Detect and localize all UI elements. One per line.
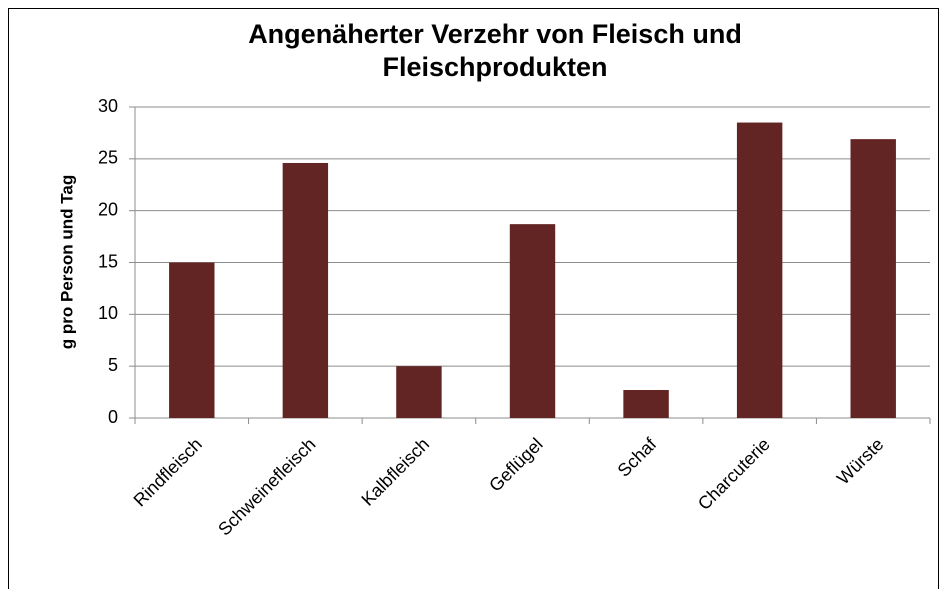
- chart-title: Angenäherter Verzehr von Fleisch und Fle…: [248, 19, 742, 82]
- x-tick-label: Kalbfleisch: [357, 434, 433, 510]
- chart-frame: [8, 8, 939, 589]
- y-tick-label: 5: [108, 355, 118, 375]
- bar: [509, 224, 556, 418]
- bar: [396, 366, 442, 418]
- x-tick-label: Rindfleisch: [130, 434, 206, 510]
- x-tick-label: Charcuterie: [694, 434, 774, 514]
- bar: [850, 139, 896, 419]
- x-tick-label: Geflügel: [485, 434, 547, 496]
- bar: [623, 390, 669, 418]
- y-tick-label: 15: [98, 251, 118, 271]
- bar: [282, 162, 329, 418]
- y-tick-label: 20: [98, 199, 118, 219]
- x-tick-label: Würste: [833, 434, 887, 488]
- y-tick-label: 0: [108, 407, 118, 427]
- y-tick-label: 25: [98, 148, 118, 168]
- y-tick-label: 30: [98, 96, 118, 116]
- x-tick-label: Schaf: [614, 433, 661, 480]
- bar: [169, 262, 215, 418]
- y-axis-label: g pro Person und Tag: [57, 175, 76, 349]
- x-tick-label: Schweinefleisch: [214, 434, 319, 539]
- y-tick-label: 10: [98, 303, 118, 323]
- bar: [736, 122, 783, 419]
